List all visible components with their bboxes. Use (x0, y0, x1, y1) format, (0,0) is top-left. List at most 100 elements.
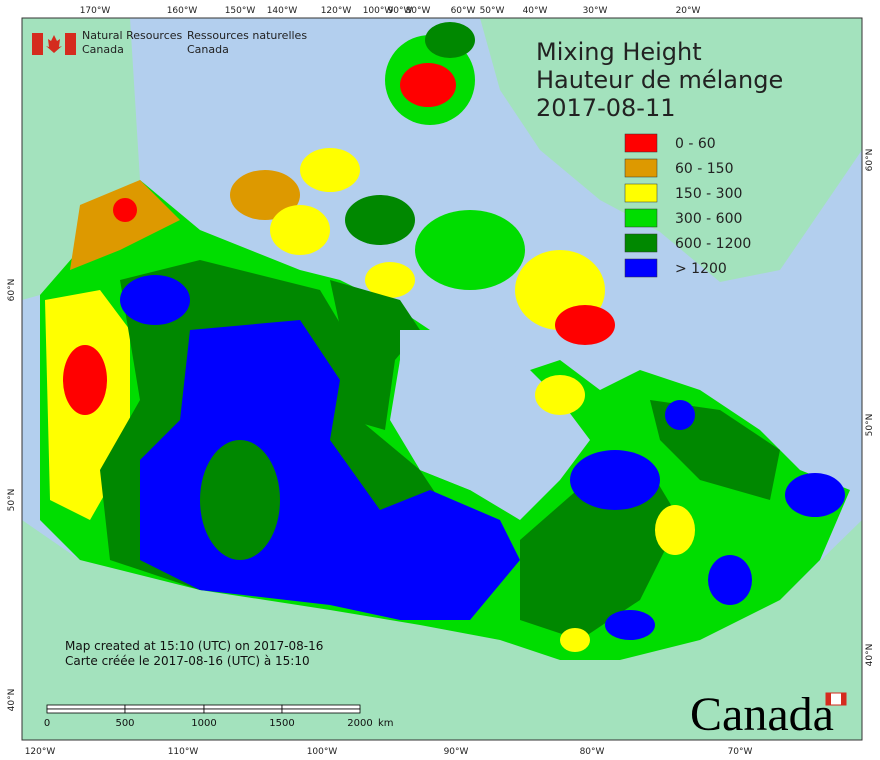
island (300, 148, 360, 192)
scale-unit: km (378, 718, 394, 729)
scale-label: 2000 (347, 718, 372, 729)
scale-label: 500 (115, 718, 134, 729)
region (555, 305, 615, 345)
maple-leaf (46, 35, 62, 53)
longitude-label: 30°W (583, 6, 608, 16)
legend-label: 300 - 600 (675, 211, 742, 227)
longitude-label: 160°W (167, 6, 198, 16)
island (270, 205, 330, 255)
legend-swatch (624, 183, 658, 203)
region (330, 280, 420, 430)
longitude-label: 50°W (480, 6, 505, 16)
scale-segment (46, 704, 126, 710)
note: Map created at 15:10 (UTC) on 2017-08-16 (65, 639, 323, 653)
legend-label: 600 - 1200 (675, 236, 751, 252)
region (113, 198, 137, 222)
longitude-label: 80°W (406, 6, 431, 16)
region (535, 375, 585, 415)
longitude-label: 150°W (225, 6, 256, 16)
agency-name: Canada (187, 43, 229, 56)
wordmark (825, 692, 847, 706)
island (365, 262, 415, 298)
longitude-label: 100°W (363, 6, 394, 16)
region (560, 628, 590, 652)
region (665, 400, 695, 430)
region (570, 450, 660, 510)
longitude-label: 40°W (523, 6, 548, 16)
region (400, 63, 456, 107)
agency-name: Ressources naturelles (187, 29, 307, 42)
longitude-label: 90°W (388, 6, 413, 16)
longitude-label: 120°W (25, 747, 56, 757)
longitude-label: 80°W (580, 747, 605, 757)
scale-label: 1500 (269, 718, 294, 729)
flag-bar (65, 33, 76, 55)
region (605, 610, 655, 640)
scale-segment (124, 704, 205, 710)
greenland (480, 18, 862, 282)
latitude-label: 50°N (7, 489, 17, 512)
scale-segment (281, 708, 361, 714)
scale-segment (281, 704, 361, 710)
legend-label: 150 - 300 (675, 186, 742, 202)
agency-name: Natural Resources (82, 29, 183, 42)
island (415, 210, 525, 290)
map-title: 2017-08-11 (536, 94, 675, 122)
latitude-label: 40°N (7, 689, 17, 712)
longitude-label: 60°W (451, 6, 476, 16)
scale-segment (46, 708, 126, 714)
legend-label: 60 - 150 (675, 161, 734, 177)
scale-label: 0 (44, 718, 50, 729)
agency-name: Canada (82, 43, 124, 56)
longitude-label: 140°W (267, 6, 298, 16)
flag-bar (32, 33, 43, 55)
longitude-label: 170°W (80, 6, 111, 16)
region (655, 505, 695, 555)
region (520, 470, 680, 640)
longitude-label: 120°W (321, 6, 352, 16)
flag-bar (841, 693, 846, 705)
region (63, 345, 107, 415)
hudson-bay (395, 330, 540, 490)
legend-label: 0 - 60 (675, 136, 716, 152)
latitude-label: 40°N (865, 644, 875, 667)
legend-swatch (624, 233, 658, 253)
region (70, 180, 180, 270)
island (230, 170, 300, 220)
map-frame (21, 17, 863, 741)
legend-swatch (624, 133, 658, 153)
longitude-label: 90°W (444, 747, 469, 757)
longitude-label: 20°W (676, 6, 701, 16)
note: Carte créée le 2017-08-16 (UTC) à 15:10 (65, 654, 310, 668)
alaska (22, 18, 140, 300)
island (345, 195, 415, 245)
scale-label: 1000 (191, 718, 216, 729)
wordmark-text: Canada (690, 688, 834, 741)
scale-segment (203, 704, 283, 710)
flag-bar (826, 693, 831, 705)
scale-segment (203, 708, 283, 714)
united-states (22, 520, 862, 740)
latitude-label: 50°N (865, 414, 875, 437)
legend-swatch (624, 208, 658, 228)
agency-logo (32, 33, 76, 55)
mixing-height-regions (45, 180, 845, 652)
region (120, 275, 190, 325)
scale-segment (124, 708, 205, 714)
latitude-label: 60°N (7, 279, 17, 302)
map-title: Hauteur de mélange (536, 66, 783, 94)
island (425, 22, 475, 58)
legend-label: > 1200 (675, 261, 727, 277)
region (200, 440, 280, 560)
legend-swatch (624, 258, 658, 278)
longitude-label: 70°W (728, 747, 753, 757)
legend-swatch (624, 158, 658, 178)
arctic-islands (230, 22, 615, 345)
region (785, 473, 845, 517)
map-title: Mixing Height (536, 38, 702, 66)
region (708, 555, 752, 605)
latitude-label: 60°N (865, 149, 875, 172)
longitude-label: 100°W (307, 747, 338, 757)
